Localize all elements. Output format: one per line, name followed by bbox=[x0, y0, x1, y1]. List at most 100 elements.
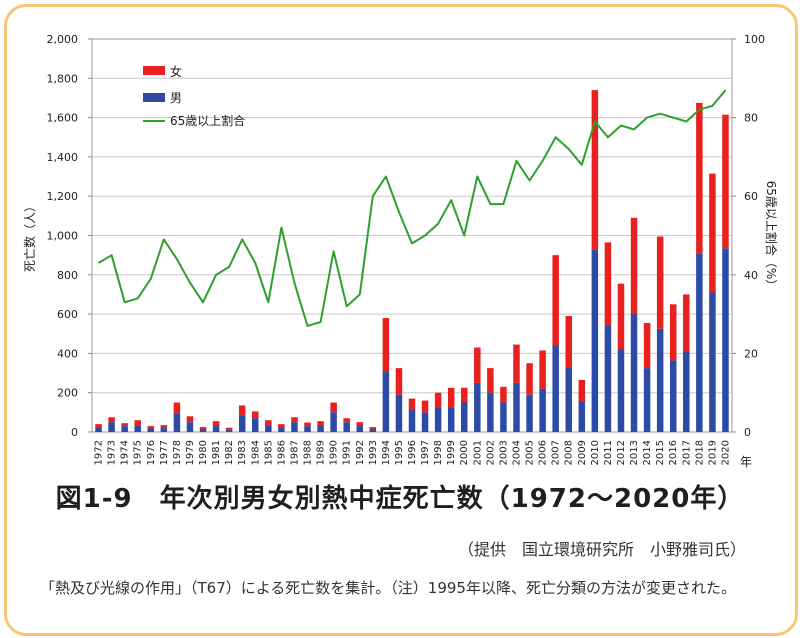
x-tick-label: 2007 bbox=[551, 440, 562, 465]
bar-male bbox=[186, 422, 194, 432]
bar-female bbox=[330, 402, 337, 413]
x-tick-label: 1992 bbox=[355, 440, 366, 465]
bar-male bbox=[500, 402, 507, 432]
bar-female bbox=[186, 416, 194, 423]
footnote-text: 「熱及び光線の作用」（T67）による死亡数を集計。（注）1995年以降、死亡分類… bbox=[40, 579, 736, 597]
bar-male bbox=[630, 313, 638, 432]
bar-male bbox=[696, 253, 703, 432]
y2-tick-label: 20 bbox=[744, 347, 758, 360]
bar-female bbox=[539, 350, 546, 389]
x-tick-label: 1981 bbox=[211, 440, 222, 465]
bar-female bbox=[278, 424, 285, 428]
x-tick-label: 1997 bbox=[420, 440, 431, 465]
line-series bbox=[97, 89, 727, 327]
bar-male bbox=[278, 427, 285, 432]
legend-swatch-male bbox=[143, 93, 165, 102]
bar-female bbox=[212, 421, 220, 427]
y-tick-label: 200 bbox=[57, 387, 78, 400]
x-tick-label: 1989 bbox=[316, 440, 327, 465]
x-tick-label: 1995 bbox=[394, 440, 405, 465]
x-tick-label: 1977 bbox=[159, 440, 170, 465]
y-tick-label: 1,400 bbox=[47, 151, 79, 164]
x-tick-label: 1985 bbox=[263, 440, 274, 465]
ratio-line bbox=[97, 89, 727, 327]
chart-canvas: 02004006008001,0001,2001,4001,6001,8002,… bbox=[22, 33, 779, 469]
bar-female bbox=[147, 426, 155, 429]
bar-female bbox=[434, 392, 442, 408]
bar-male bbox=[121, 426, 128, 432]
bar-female bbox=[356, 422, 364, 427]
x-tick-label: 2005 bbox=[525, 440, 536, 465]
bar-female bbox=[225, 427, 233, 430]
bar-female bbox=[487, 368, 494, 393]
axes: 02004006008001,0001,2001,4001,6001,8002,… bbox=[47, 33, 766, 465]
bar-male bbox=[643, 368, 651, 432]
y2-tick-label: 0 bbox=[744, 426, 751, 439]
bar-female bbox=[238, 405, 246, 416]
bar-male bbox=[683, 351, 690, 432]
bar-female bbox=[121, 423, 128, 427]
bar-male bbox=[343, 422, 350, 432]
bar-male bbox=[238, 415, 246, 432]
bars bbox=[95, 90, 729, 432]
bar-male bbox=[447, 407, 455, 432]
bar-female bbox=[421, 400, 429, 413]
x-tick-label: 1980 bbox=[198, 440, 209, 465]
bar-male bbox=[578, 401, 586, 432]
bar-male bbox=[382, 372, 390, 432]
bar-male bbox=[199, 429, 207, 432]
bar-female bbox=[617, 283, 625, 350]
x-tick-label: 1996 bbox=[407, 440, 418, 465]
x-tick-label: 2016 bbox=[668, 440, 679, 465]
y2-tick-label: 60 bbox=[744, 190, 758, 203]
bar-male bbox=[722, 248, 729, 432]
bar-female bbox=[382, 318, 390, 373]
x-tick-label: 2017 bbox=[681, 440, 692, 465]
x-tick-label: 1993 bbox=[368, 440, 379, 465]
x-tick-label: 1988 bbox=[303, 440, 314, 465]
bar-female bbox=[474, 347, 481, 383]
chart-panel bbox=[4, 4, 798, 636]
bar-female bbox=[317, 421, 324, 426]
bar-male bbox=[604, 324, 612, 432]
bar-male bbox=[95, 427, 102, 432]
y-tick-label: 2,000 bbox=[47, 33, 79, 46]
x-tick-label: 1979 bbox=[185, 440, 196, 465]
bar-female bbox=[552, 255, 559, 346]
y2-tick-label: 80 bbox=[744, 112, 758, 125]
bar-female bbox=[95, 424, 102, 428]
bar-female bbox=[173, 402, 181, 414]
bar-female bbox=[108, 417, 115, 423]
bar-female bbox=[643, 322, 651, 369]
bar-male bbox=[252, 418, 259, 432]
y-axis-label: 死亡数（人） bbox=[22, 200, 37, 272]
bar-female bbox=[408, 398, 416, 410]
bar-male bbox=[356, 426, 364, 432]
y-tick-label: 600 bbox=[57, 308, 78, 321]
bar-female bbox=[252, 411, 259, 419]
bar-male bbox=[408, 409, 416, 432]
y-tick-label: 1,600 bbox=[47, 112, 79, 125]
x-tick-label: 1975 bbox=[133, 440, 144, 465]
x-tick-label: 1972 bbox=[94, 440, 105, 465]
bar-male bbox=[656, 328, 664, 432]
x-tick-label: 2010 bbox=[590, 440, 601, 465]
bar-male bbox=[395, 394, 403, 432]
x-tick-label: 1998 bbox=[433, 440, 444, 465]
bar-male bbox=[526, 394, 533, 432]
bar-female bbox=[343, 418, 350, 423]
bar-male bbox=[330, 412, 337, 432]
x-tick-label: 1991 bbox=[342, 440, 353, 465]
bar-male bbox=[434, 407, 442, 432]
bar-male bbox=[513, 382, 520, 432]
x-tick-label: 2008 bbox=[564, 440, 575, 465]
bar-male bbox=[552, 345, 559, 432]
x-tick-label: 2003 bbox=[498, 440, 509, 465]
x-tick-label: 2015 bbox=[655, 440, 666, 465]
bar-female bbox=[199, 427, 207, 430]
y-tick-label: 1,800 bbox=[47, 72, 79, 85]
x-tick-label: 1982 bbox=[224, 440, 235, 465]
bar-male bbox=[421, 412, 429, 432]
bar-male bbox=[669, 360, 677, 432]
x-tick-label: 2001 bbox=[472, 440, 483, 465]
